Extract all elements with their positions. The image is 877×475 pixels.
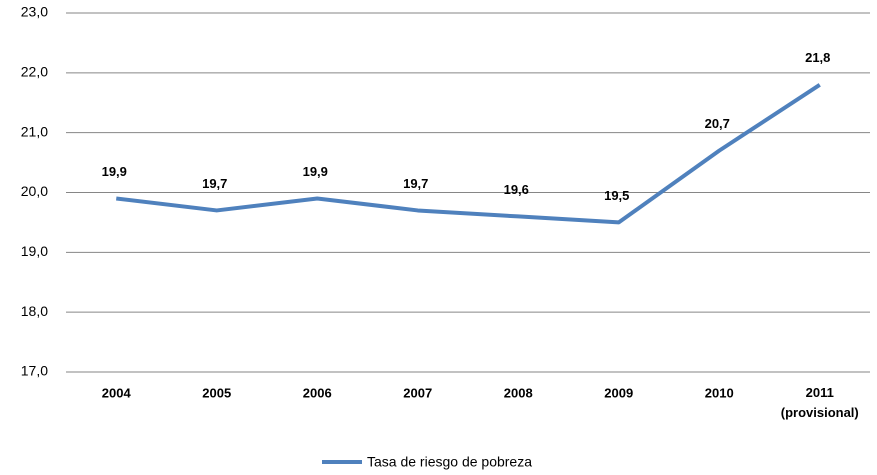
x-tick-label: 2007	[403, 385, 432, 400]
data-label: 19,7	[403, 176, 428, 191]
x-tick-label: 2006	[303, 385, 332, 400]
data-label: 19,5	[604, 188, 629, 203]
y-tick-label: 21,0	[21, 123, 48, 139]
data-label: 19,7	[202, 176, 227, 191]
x-tick-label: 2009	[604, 385, 633, 400]
x-tick-label: 2005	[202, 385, 231, 400]
y-tick-label: 19,0	[21, 243, 48, 259]
y-tick-label: 22,0	[21, 64, 48, 80]
y-tick-label: 17,0	[21, 363, 48, 379]
y-tick-label: 23,0	[21, 4, 48, 20]
legend-label: Tasa de riesgo de pobreza	[367, 454, 532, 470]
data-label: 21,8	[805, 50, 830, 65]
x-tick-label: 2008	[504, 385, 533, 400]
x-tick-label: 2010	[705, 385, 734, 400]
data-label: 19,6	[504, 182, 529, 197]
data-label: 20,7	[705, 116, 730, 131]
y-tick-label: 20,0	[21, 183, 48, 199]
x-tick-label: 2011 (provisional)	[781, 385, 859, 420]
series-line	[116, 83, 821, 225]
x-tick-label: 2004	[102, 385, 132, 400]
data-label: 19,9	[303, 164, 328, 179]
y-tick-label: 18,0	[21, 303, 48, 319]
data-label: 19,9	[102, 164, 127, 179]
